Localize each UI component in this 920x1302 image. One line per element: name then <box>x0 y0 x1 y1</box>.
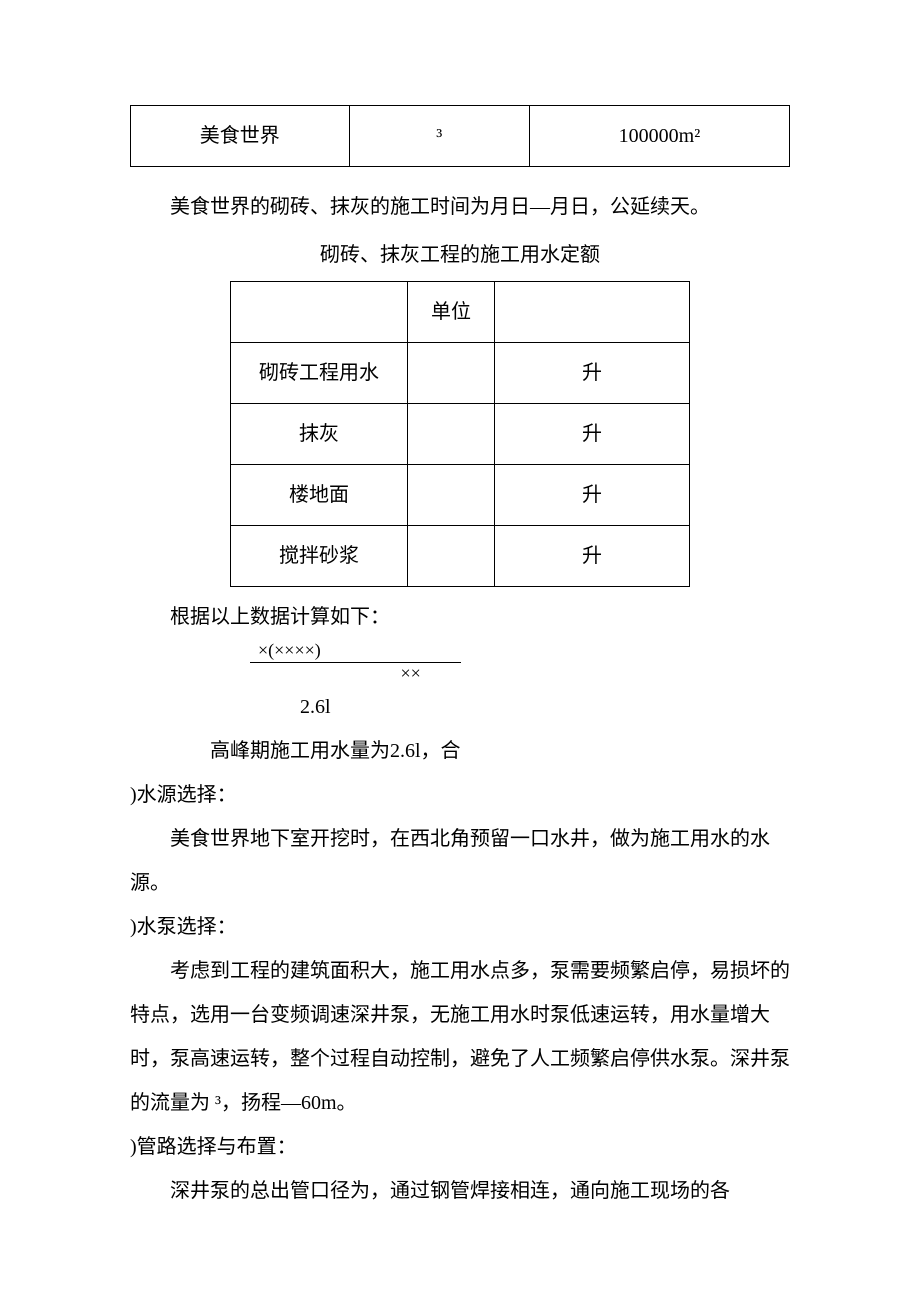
cell: 升 <box>495 526 690 587</box>
table-row: 美食世界 ³ 100000m² <box>131 106 790 167</box>
cell <box>408 404 495 465</box>
section-water-source-body: 美食世界地下室开挖时，在西北角预留一口水井，做为施工用水的水源。 <box>120 817 800 905</box>
cell <box>408 526 495 587</box>
table-row: 抹灰 升 <box>231 404 690 465</box>
peak-usage-line: 高峰期施工用水量为2.6l，合 <box>130 729 790 773</box>
fraction-denominator: ×× <box>250 663 461 685</box>
cell <box>408 343 495 404</box>
cell-unit: ³ <box>349 106 529 167</box>
table-header-row: 单位 <box>231 282 690 343</box>
fraction-numerator: ×(××××) <box>250 640 461 663</box>
cell: 砌砖工程用水 <box>231 343 408 404</box>
cell: 楼地面 <box>231 465 408 526</box>
cell-project: 美食世界 <box>131 106 350 167</box>
water-quota-table: 单位 砌砖工程用水 升 抹灰 升 楼地面 升 搅拌砂浆 升 <box>230 281 690 587</box>
section-pump-title: )水泵选择： <box>130 905 790 949</box>
cell: 升 <box>495 343 690 404</box>
project-summary-table: 美食世界 ³ 100000m² <box>130 105 790 167</box>
cell-area: 100000m² <box>529 106 789 167</box>
cell: 搅拌砂浆 <box>231 526 408 587</box>
section-pipe-body: 深井泵的总出管口径为，通过钢管焊接相连，通向施工现场的各 <box>120 1169 800 1213</box>
cell: 升 <box>495 404 690 465</box>
schedule-paragraph: 美食世界的砌砖、抹灰的施工时间为月日—月日，公延续天。 <box>120 185 800 229</box>
table-row: 搅拌砂浆 升 <box>231 526 690 587</box>
header-unit: 单位 <box>408 282 495 343</box>
table2-caption: 砌砖、抹灰工程的施工用水定额 <box>120 233 800 277</box>
cell: 升 <box>495 465 690 526</box>
header-blank <box>231 282 408 343</box>
section-water-source-title: )水源选择： <box>130 773 790 817</box>
calc-intro: 根据以上数据计算如下： <box>130 595 790 639</box>
cell: 抹灰 <box>231 404 408 465</box>
calc-fraction: ×(××××) ×× <box>130 639 790 685</box>
table-row: 砌砖工程用水 升 <box>231 343 690 404</box>
section-pipe-title: )管路选择与布置： <box>130 1125 790 1169</box>
header-value <box>495 282 690 343</box>
cell <box>408 465 495 526</box>
calc-result: 2.6l <box>130 685 790 729</box>
table-row: 楼地面 升 <box>231 465 690 526</box>
section-pump-body: 考虑到工程的建筑面积大，施工用水点多，泵需要频繁启停，易损坏的特点，选用一台变频… <box>120 949 800 1125</box>
